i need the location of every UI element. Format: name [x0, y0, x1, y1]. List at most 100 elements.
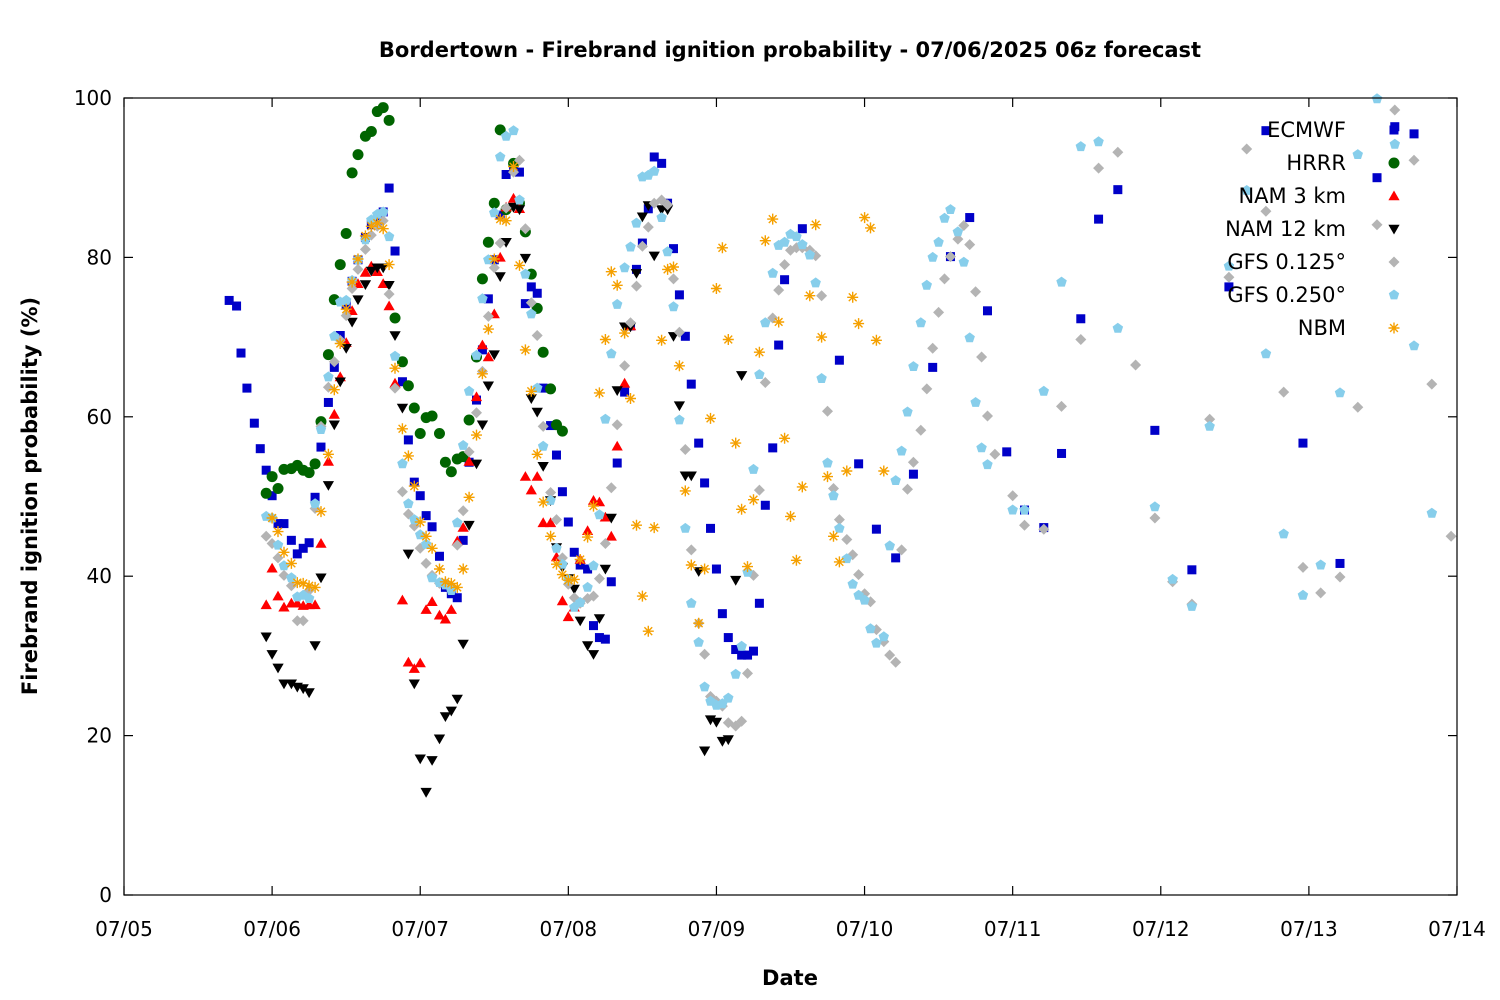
data-point [594, 509, 605, 520]
data-point [520, 299, 530, 309]
data-point [662, 263, 674, 275]
data-point [631, 280, 642, 292]
data-point [434, 551, 444, 561]
data-point [551, 450, 561, 460]
legend-label: GFS 0.125° [1227, 250, 1346, 274]
data-point [662, 246, 673, 257]
data-point [439, 613, 451, 624]
data-point [396, 356, 408, 368]
data-point [463, 414, 475, 426]
data-point [471, 429, 482, 441]
data-point [514, 167, 524, 177]
data-point [1261, 126, 1271, 136]
plot-frame [123, 97, 1458, 896]
data-point [272, 539, 284, 550]
data-point [470, 459, 483, 470]
data-point [334, 338, 346, 349]
data-point [389, 362, 401, 374]
data-point [620, 387, 630, 397]
data-point [834, 355, 844, 365]
data-point [679, 485, 691, 497]
data-point [791, 231, 802, 242]
data-point [426, 572, 438, 583]
data-point [1007, 504, 1018, 515]
data-point [656, 334, 668, 346]
data-point [309, 599, 321, 610]
data-point [1093, 136, 1104, 147]
data-point [328, 420, 340, 431]
data-point [816, 290, 828, 302]
data-point [569, 547, 579, 557]
data-point [611, 419, 623, 431]
data-point [458, 535, 468, 545]
data-point [402, 450, 414, 462]
series-nam-12-km [260, 201, 748, 798]
data-point [891, 553, 901, 563]
data-point [680, 331, 690, 341]
data-point [426, 410, 438, 422]
data-point [933, 236, 944, 247]
data-point [482, 381, 494, 392]
data-point [582, 525, 594, 535]
data-point [421, 511, 431, 521]
data-point [557, 487, 567, 497]
data-point [952, 226, 964, 237]
data-point [1056, 400, 1067, 412]
data-point [1241, 185, 1252, 195]
data-point [531, 471, 543, 481]
data-point [451, 694, 463, 705]
data-point [414, 428, 426, 440]
data-point [797, 239, 808, 250]
data-point [494, 124, 506, 136]
data-point [532, 382, 543, 393]
data-point [501, 170, 511, 180]
data-point [433, 609, 446, 620]
data-point [1426, 507, 1438, 518]
data-point [976, 442, 987, 453]
data-point [736, 715, 748, 727]
data-point [685, 471, 697, 482]
data-point [482, 323, 494, 335]
data-point [965, 213, 975, 223]
data-point [242, 383, 252, 393]
data-point [648, 251, 660, 262]
data-point [322, 455, 334, 466]
data-point [1371, 219, 1383, 231]
data-point [452, 593, 462, 603]
data-point [1204, 413, 1216, 425]
data-point [742, 667, 753, 679]
data-point [408, 480, 420, 492]
x-tick-label: 07/13 [1280, 917, 1338, 941]
chart-title: Bordertown - Firebrand ignition probabil… [379, 38, 1201, 62]
data-point [556, 569, 568, 581]
data-point [426, 596, 438, 606]
data-point [731, 645, 741, 655]
legend: ECMWF HRRR NAM 3 km NAM 12 km GFS 0.125° GFS … [1225, 118, 1400, 340]
data-point [482, 310, 494, 322]
data-point [693, 617, 705, 629]
data-point [1093, 162, 1105, 174]
data-point [753, 346, 765, 358]
data-point [648, 522, 660, 534]
data-point [743, 650, 753, 660]
data-point [1149, 512, 1161, 524]
data-point [870, 334, 882, 346]
data-point [1056, 276, 1067, 287]
data-point [537, 517, 549, 528]
data-point [508, 161, 519, 172]
data-point [668, 301, 679, 312]
data-point [365, 220, 377, 232]
data-point [316, 442, 326, 452]
data-point [816, 331, 828, 343]
data-point [606, 577, 616, 587]
data-point [810, 219, 822, 231]
data-point [908, 469, 918, 479]
data-point [568, 573, 580, 585]
data-point [291, 577, 303, 589]
data-point [896, 544, 908, 556]
data-point [463, 385, 475, 396]
data-point [329, 330, 340, 341]
data-point [939, 212, 950, 223]
data-point [402, 380, 414, 392]
data-point [519, 471, 531, 481]
